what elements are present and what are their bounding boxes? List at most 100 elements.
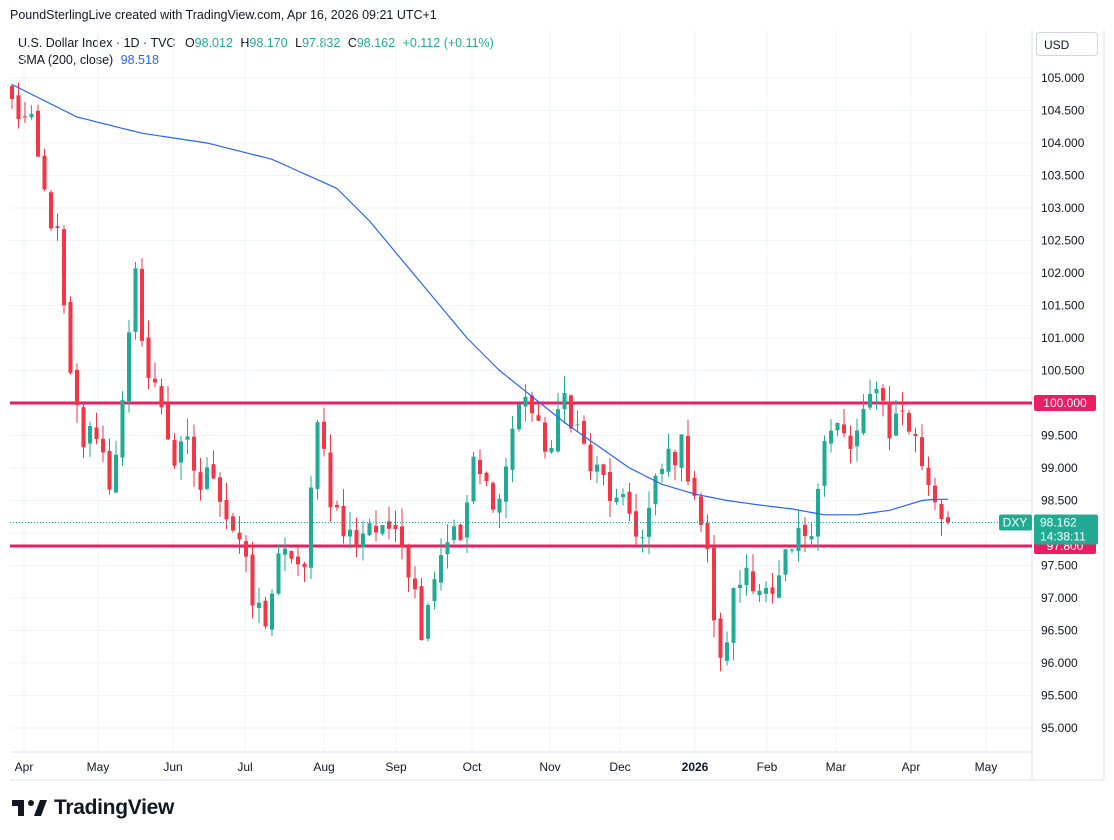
candle	[412, 566, 418, 599]
candle-body	[367, 523, 372, 536]
candle-body	[438, 555, 444, 583]
candle-body	[22, 116, 28, 118]
candle-body	[607, 472, 613, 502]
candle-body	[575, 424, 580, 426]
candle-body	[360, 533, 366, 548]
candle	[640, 529, 645, 553]
candle	[555, 392, 561, 453]
currency-button[interactable]: USD	[1036, 32, 1098, 56]
candle-body	[854, 430, 860, 447]
candle	[906, 409, 912, 435]
candle	[633, 493, 639, 546]
candle	[828, 419, 834, 453]
candle-body	[679, 434, 684, 468]
candle	[393, 510, 398, 543]
candle	[289, 550, 294, 564]
y-tick-label: 100.500	[1041, 364, 1085, 378]
candle-body	[516, 404, 522, 430]
x-tick-label: Apr	[15, 760, 34, 774]
y-tick-label: 98.500	[1041, 494, 1078, 508]
candle-body	[835, 422, 840, 431]
candle	[711, 535, 717, 638]
candle	[607, 458, 613, 517]
candle-body	[425, 604, 431, 639]
candle	[484, 471, 489, 487]
candle	[55, 213, 60, 241]
candle-body	[497, 498, 502, 513]
candle	[198, 457, 203, 501]
candle-body	[698, 496, 704, 525]
last-price-tag	[1034, 514, 1098, 545]
candle	[204, 457, 210, 491]
candle	[185, 418, 190, 454]
candle	[35, 104, 41, 157]
candle-body	[237, 532, 242, 540]
candle-body	[191, 436, 197, 471]
sma-label[interactable]: SMA (200, close)	[18, 53, 114, 67]
candle-body	[48, 192, 54, 229]
candle	[68, 296, 73, 375]
symbol-name[interactable]: U.S. Dollar Index · 1D · TVC	[18, 36, 176, 50]
candle	[503, 457, 509, 519]
candle	[854, 418, 860, 462]
sma-legend[interactable]: SMA (200, close) 98.518	[18, 53, 159, 67]
candle	[822, 435, 827, 497]
chart-grid	[10, 30, 1032, 752]
candle-body	[848, 435, 853, 449]
candle	[659, 463, 665, 483]
candle	[308, 475, 314, 580]
candle	[445, 524, 450, 569]
candle	[172, 433, 177, 469]
candle-body	[100, 438, 106, 453]
candle-body	[568, 395, 574, 429]
candle	[880, 384, 886, 417]
candle	[29, 105, 34, 120]
candle	[614, 488, 619, 505]
candle	[328, 434, 333, 522]
candle-body	[750, 571, 756, 592]
candle-body	[42, 155, 47, 190]
tradingview-logo[interactable]: TradingView	[12, 796, 174, 820]
candle	[464, 494, 470, 554]
x-tick-label: 2026	[682, 760, 709, 774]
candle-body	[295, 556, 301, 565]
candle	[692, 470, 697, 500]
candle	[789, 548, 795, 554]
candle-body	[770, 587, 775, 594]
candle-body	[87, 425, 93, 444]
candle-body	[35, 110, 41, 157]
candle-body	[490, 482, 496, 510]
last-price-label: 98.162	[1040, 515, 1077, 529]
candle-body	[328, 452, 333, 508]
candle	[724, 631, 730, 666]
candle-body	[484, 472, 489, 482]
level-price-label: 100.000	[1043, 396, 1087, 410]
candle-body	[906, 412, 912, 432]
candle-body	[900, 410, 905, 412]
x-tick-label: Apr	[902, 760, 921, 774]
candle	[932, 477, 938, 510]
candle	[926, 456, 931, 496]
candle-body	[185, 436, 190, 440]
candle-body	[74, 369, 80, 405]
candle-body	[81, 407, 86, 448]
candle-body	[744, 567, 749, 586]
candle	[510, 415, 515, 483]
candle-body	[659, 468, 665, 475]
y-tick-label: 105.000	[1041, 71, 1085, 85]
candle	[334, 500, 340, 511]
candle	[159, 378, 164, 415]
candle-body	[373, 525, 379, 533]
candle	[913, 427, 918, 453]
candle-body	[120, 400, 125, 458]
candle-body	[542, 422, 548, 452]
candle	[750, 554, 756, 595]
y-tick-label: 96.000	[1041, 656, 1078, 670]
candle-body	[627, 491, 632, 514]
candle	[744, 554, 749, 596]
candle-body	[321, 421, 327, 449]
candle	[237, 516, 242, 554]
price-chart[interactable]: 105.000 104.500 104.000 103.500 103.000 102.5…	[0, 0, 1114, 790]
candle-body	[653, 475, 658, 505]
candle-body	[334, 504, 340, 508]
